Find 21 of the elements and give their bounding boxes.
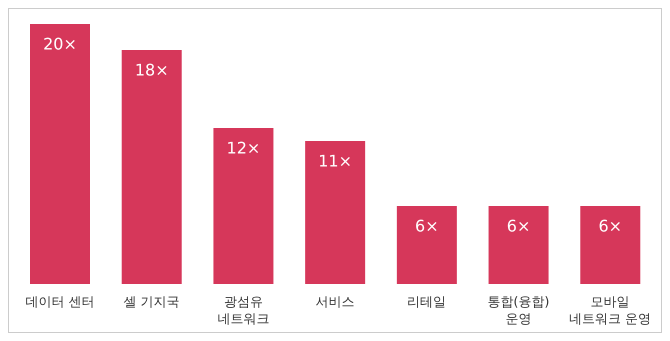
- bar: [488, 206, 549, 284]
- x-tick-label: 통합(융합) 운영: [487, 295, 550, 327]
- bar: [305, 141, 366, 284]
- data-label: 6×: [598, 216, 622, 236]
- data-label: 18×: [134, 60, 169, 80]
- bar: [580, 206, 640, 284]
- bar: [122, 50, 182, 284]
- data-label: 6×: [506, 216, 530, 236]
- x-tick-label: 데이터 센터: [25, 295, 94, 310]
- bar: [396, 206, 457, 284]
- data-label: 20×: [43, 34, 77, 54]
- data-label: 6×: [415, 216, 439, 236]
- x-tick-label: 모바일 네트워크 운영: [569, 295, 652, 327]
- data-label: 11×: [318, 151, 352, 170]
- data-label: 12×: [226, 138, 260, 158]
- bar: [30, 24, 90, 284]
- x-tick-label: 셀 기지국: [124, 295, 180, 310]
- x-tick-label: 광섬유 네트워크: [217, 295, 270, 327]
- x-tick-label: 리테일: [407, 295, 446, 310]
- x-tick-label: 서비스: [316, 295, 354, 310]
- bar: [213, 128, 274, 284]
